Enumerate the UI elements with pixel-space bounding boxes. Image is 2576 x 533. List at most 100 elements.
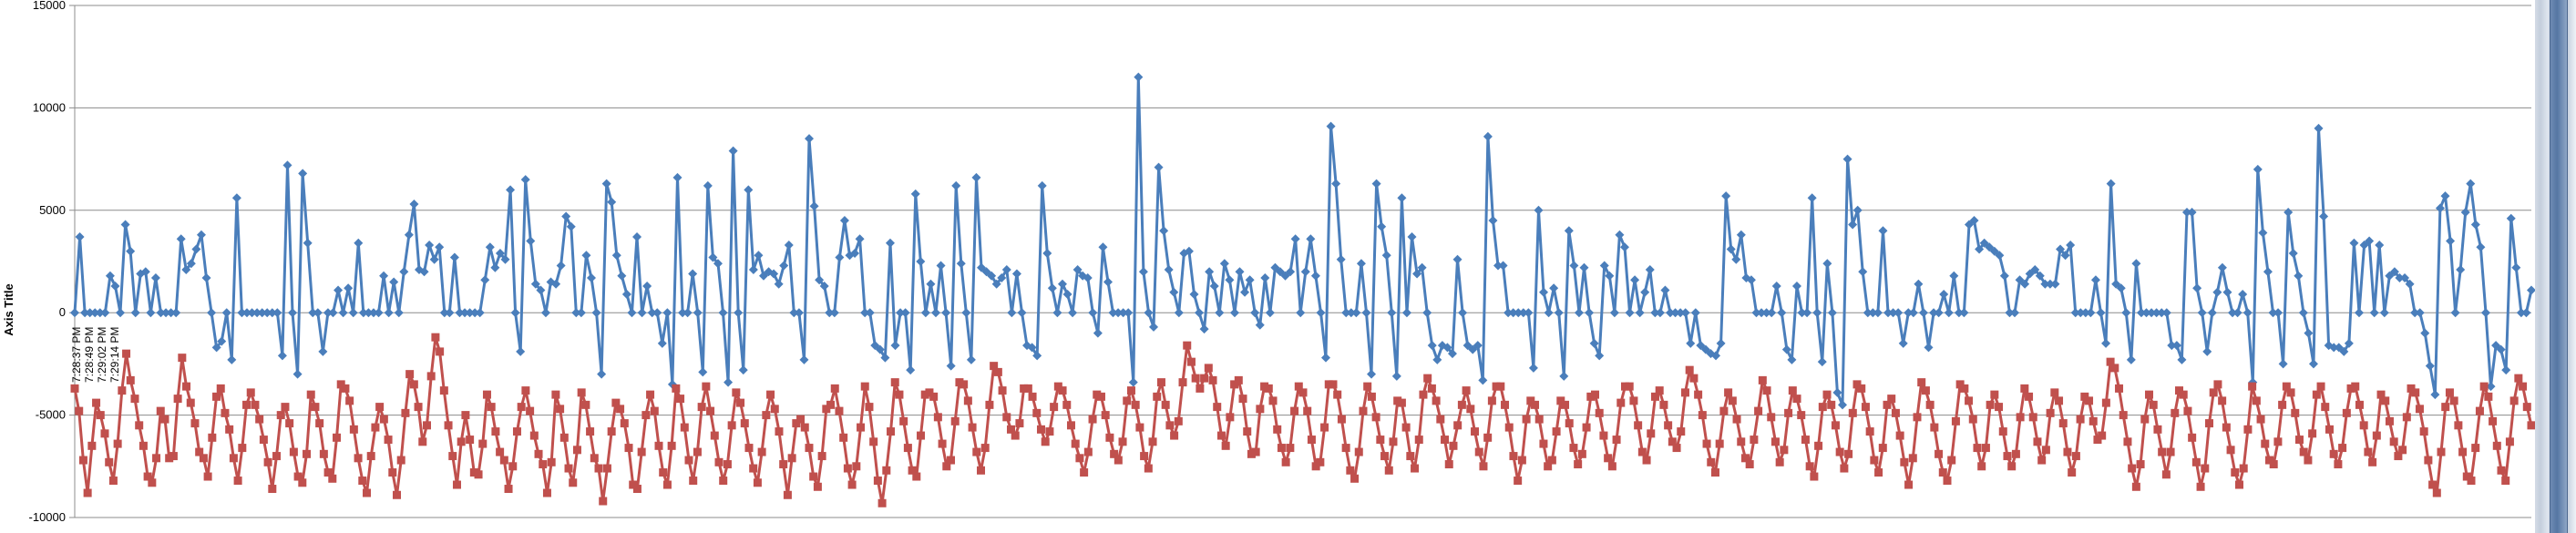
data-point [1547,456,1556,465]
data-point [961,308,971,318]
data-point [444,421,453,430]
data-point [182,382,191,391]
data-point [817,452,826,461]
data-point [1321,353,1331,363]
data-point [306,390,315,399]
data-point [1496,382,1505,391]
data-point [1255,320,1265,330]
data-point [843,464,852,473]
data-point [847,480,857,489]
vertical-scrollbar[interactable] [2535,0,2576,533]
data-point [272,308,282,318]
data-point [642,281,652,291]
data-point [233,477,242,486]
data-point [318,346,328,356]
data-point [160,415,169,424]
data-point [1898,338,1908,348]
data-point [1832,387,1842,397]
data-point [2476,242,2486,252]
data-point [779,261,789,271]
data-point [783,490,792,499]
data-point [1569,261,1579,271]
data-point [2234,480,2243,489]
data-point [930,308,940,318]
series-2 [70,333,2536,507]
data-point [216,384,225,393]
data-point [100,308,110,318]
data-point [637,308,647,318]
data-point [1640,287,1650,297]
data-point [724,377,734,387]
data-point [1930,423,1939,432]
data-point [561,211,571,221]
data-point [1528,363,1538,373]
data-point [693,447,702,456]
data-point [1761,308,1771,318]
data-point [1949,271,1959,281]
data-point [126,246,136,256]
data-point [1508,308,1518,318]
series-line [73,76,2533,406]
data-point [2440,191,2450,201]
data-point [1027,343,1037,353]
data-point [1032,351,1042,361]
scrollbar-thumb[interactable] [2550,0,2568,533]
data-point [487,403,496,412]
data-point [586,272,596,282]
data-point [409,200,419,210]
data-point [799,354,809,364]
data-point [396,456,405,465]
data-point [1286,267,1296,277]
data-point [70,384,79,393]
data-point [1277,444,1286,453]
data-point [1351,308,1361,318]
data-point [2050,279,2060,289]
data-point [2222,287,2232,297]
data-point [1032,408,1042,417]
data-point [1619,242,1629,252]
data-point [1483,131,1493,141]
data-point [1186,357,1196,366]
data-point [485,242,495,252]
data-point [392,490,401,499]
data-point [714,457,724,466]
data-point [1918,308,1928,318]
data-point [1938,468,1947,477]
data-point [455,308,465,318]
data-point [977,466,986,475]
data-point [1726,244,1736,254]
data-point [835,406,844,415]
data-point [1169,287,1179,297]
data-point [2466,179,2476,189]
data-point [176,234,186,244]
data-point [526,236,536,246]
data-point [508,462,518,471]
data-point [268,485,277,494]
y-tick-label: -10000 [29,510,66,524]
data-point [1822,390,1832,399]
data-point [895,390,904,399]
data-point [1001,264,1011,274]
data-point [1721,191,1731,201]
data-point [684,456,693,465]
data-point [2020,384,2029,393]
data-point [1863,308,1873,318]
data-point [956,259,966,269]
data-point [1156,378,1165,387]
data-point [1471,427,1480,436]
data-point [2056,244,2066,254]
data-point [2228,308,2238,318]
data-point [993,367,1002,376]
data-point [917,431,926,440]
data-point [1891,408,1900,417]
data-point [461,411,470,420]
data-point [916,257,926,266]
data-point [1235,267,1245,277]
data-point [1149,322,1159,332]
data-point [1002,413,1011,422]
data-point [1736,230,1746,240]
data-point [744,444,754,453]
data-point [2264,456,2273,465]
data-point [1534,205,1544,215]
data-point [738,365,748,375]
